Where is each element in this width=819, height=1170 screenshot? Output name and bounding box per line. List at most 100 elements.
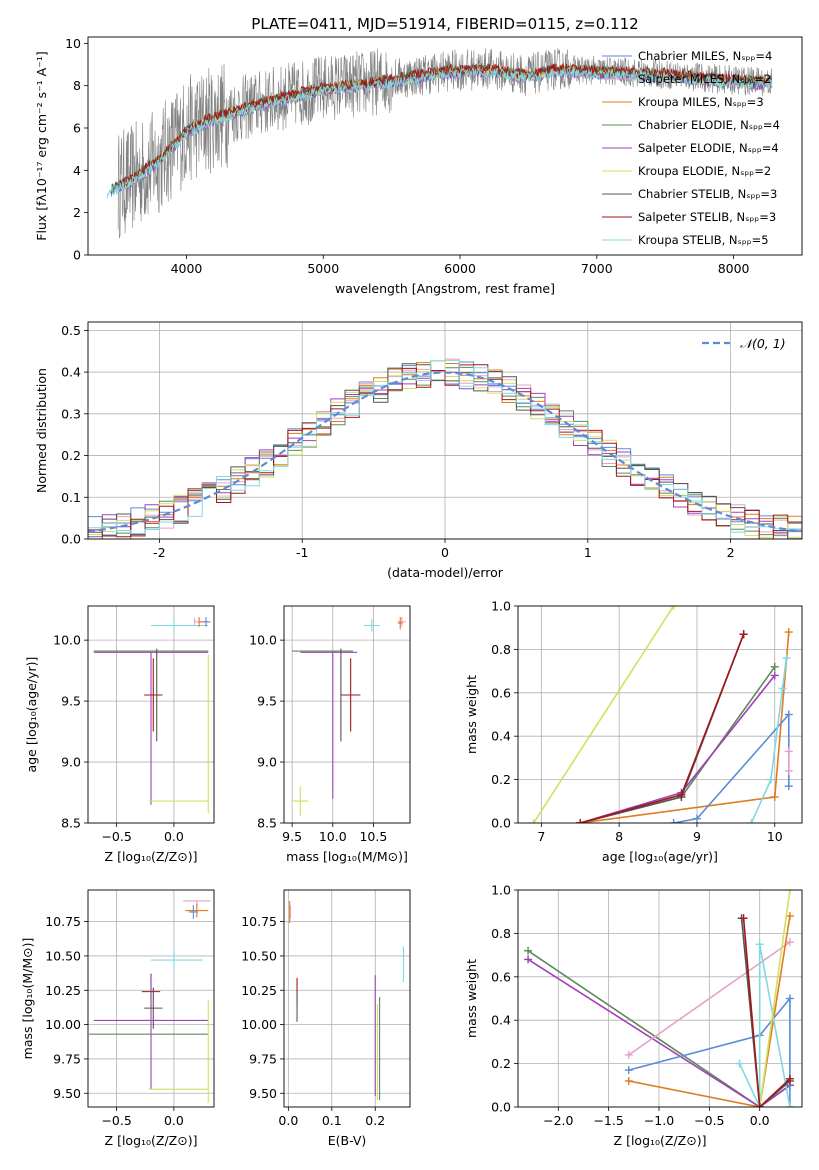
plus-marker [747, 819, 756, 823]
y-tick-label: 9.75 [249, 1051, 277, 1066]
x-tick-label: −0.5 [694, 1113, 724, 1128]
age-vs-Z-panel: −0.5 0.0 8.5 9.0 9.5 10.0 Z [log₁₀(Z/Z⊙)] age [… [24, 605, 215, 864]
x-tick-label: 7 [537, 829, 545, 844]
plot-frame [283, 605, 411, 824]
plus-marker [782, 654, 791, 663]
x-axis-label: mass [log₁₀(M/M⊙)] [286, 849, 408, 864]
mass-weight-vs-age-panel: 7 8 9 10 0.0 0.2 0.4 0.6 0.8 1.0 age [log₁₀(age/yr… [464, 599, 803, 864]
residual-histogram-step [88, 358, 802, 539]
plus-marker [739, 914, 748, 923]
plus-marker [785, 890, 794, 894]
age-vs-mass-panel: 9.5 10.0 10.5 8.5 9.0 9.5 10.0 mass [log₁₀(M/M⊙… [249, 605, 411, 864]
x-tick-label: 0.0 [278, 1113, 298, 1128]
x-axis-label: E(B-V) [328, 1133, 367, 1148]
plus-marker [624, 1066, 633, 1075]
plus-marker [524, 955, 533, 964]
y-tick-label: 9.75 [53, 1051, 81, 1066]
x-tick-label: 0.2 [365, 1113, 385, 1128]
y-tick-label: 9.0 [257, 755, 277, 770]
mass-vs-ebv-panel: 0.0 0.1 0.2 9.50 9.75 10.00 10.25 10.50 10.75 E(B… [241, 889, 411, 1148]
y-tick-label: 0.3 [61, 406, 81, 421]
x-tick-label: 0.0 [164, 1113, 184, 1128]
x-tick-label: 9 [693, 829, 701, 844]
plus-marker [770, 662, 779, 671]
x-tick-label: 0 [441, 545, 449, 560]
y-tick-label: 0.8 [491, 642, 511, 657]
mass-weight-series [758, 890, 791, 1107]
mass-weight-series [580, 666, 776, 823]
error-bar-point [203, 616, 209, 627]
x-tick-label: 4000 [171, 261, 203, 276]
legend-entry: Chabrier STELIB, Nₛₚₚ=3 [638, 187, 777, 201]
mass-weight-series [738, 944, 791, 1107]
x-tick-label: 8 [615, 829, 623, 844]
y-tick-label: 0.2 [491, 772, 511, 787]
y-tick-label: 0.4 [61, 365, 81, 380]
plus-marker [669, 819, 678, 823]
error-bar-point [144, 658, 163, 732]
x-tick-label: 10.0 [319, 829, 347, 844]
y-tick-label: 10 [65, 36, 81, 51]
error-bar-point [148, 654, 209, 814]
x-tick-label: 2 [727, 545, 735, 560]
error-bar-point [93, 651, 209, 805]
plus-marker [735, 1059, 744, 1068]
y-tick-label: 8 [73, 78, 81, 93]
plus-marker [785, 1074, 794, 1083]
residuals-panel: -2 -1 0 1 2 0.0 0.1 0.2 0.3 0.4 0.5 (data-model)/er… [34, 321, 803, 580]
y-tick-label: 0.0 [491, 816, 511, 831]
y-tick-label: 2 [73, 205, 81, 220]
mass-weight-series [628, 996, 791, 1107]
x-tick-label: 10.5 [359, 829, 387, 844]
y-tick-label: 9.5 [61, 694, 81, 709]
y-tick-label: 0.4 [491, 1013, 511, 1028]
x-axis-label: Z [log₁₀(Z/Z⊙)] [105, 1133, 198, 1148]
plus-marker [784, 747, 793, 756]
plot-frame [517, 889, 803, 1108]
x-tick-label: -1 [296, 545, 308, 560]
error-bar-point [363, 619, 380, 632]
plus-marker [529, 819, 538, 823]
error-bar-point [397, 616, 406, 627]
x-tick-label: 6000 [444, 261, 476, 276]
plus-marker [576, 819, 585, 823]
mass-weight-series [742, 918, 791, 1107]
x-tick-label: −1.5 [593, 1113, 623, 1128]
plus-marker [739, 630, 748, 639]
y-tick-label: 8.5 [257, 816, 277, 831]
legend-entry: 𝒩(0, 1) [740, 336, 786, 351]
plus-marker [785, 938, 794, 947]
mass-weight-series [532, 606, 675, 823]
x-axis-label: age [log₁₀(age/yr)] [602, 849, 718, 864]
legend-entry: Chabrier MILES, Nₛₚₚ=4 [638, 49, 772, 63]
x-tick-label: 1 [584, 545, 592, 560]
x-tick-label: 9.5 [282, 829, 302, 844]
error-bar-point [148, 999, 209, 1103]
plot-frame [87, 36, 803, 256]
plot-frame [87, 889, 215, 1108]
y-tick-label: 1.0 [491, 599, 511, 614]
plus-marker [755, 1103, 764, 1107]
plus-marker [770, 792, 779, 801]
error-bar-point [151, 619, 209, 632]
plot-frame [87, 605, 215, 824]
y-axis-label: mass weight [464, 959, 479, 1038]
plus-marker [785, 1103, 794, 1107]
normal-reference-curve [88, 371, 800, 533]
y-tick-label: 1.0 [491, 883, 511, 898]
plus-marker [778, 684, 787, 693]
legend-entry: Salpeter STELIB, Nₛₚₚ=3 [638, 210, 776, 224]
plus-marker [784, 628, 793, 637]
y-tick-label: 10.00 [241, 1017, 277, 1032]
x-axis-label: (data-model)/error [387, 565, 504, 580]
legend-entry: Kroupa ELODIE, Nₛₚₚ=2 [638, 164, 771, 178]
y-tick-label: 9.50 [249, 1086, 277, 1101]
y-tick-label: 10.25 [241, 983, 277, 998]
y-tick-label: 0.0 [61, 532, 81, 547]
plus-marker [784, 766, 793, 775]
x-tick-label: -2 [153, 545, 165, 560]
mass-weight-series [740, 918, 791, 1107]
plus-marker [692, 814, 701, 823]
y-tick-label: 0.4 [491, 729, 511, 744]
plus-marker [755, 940, 764, 949]
